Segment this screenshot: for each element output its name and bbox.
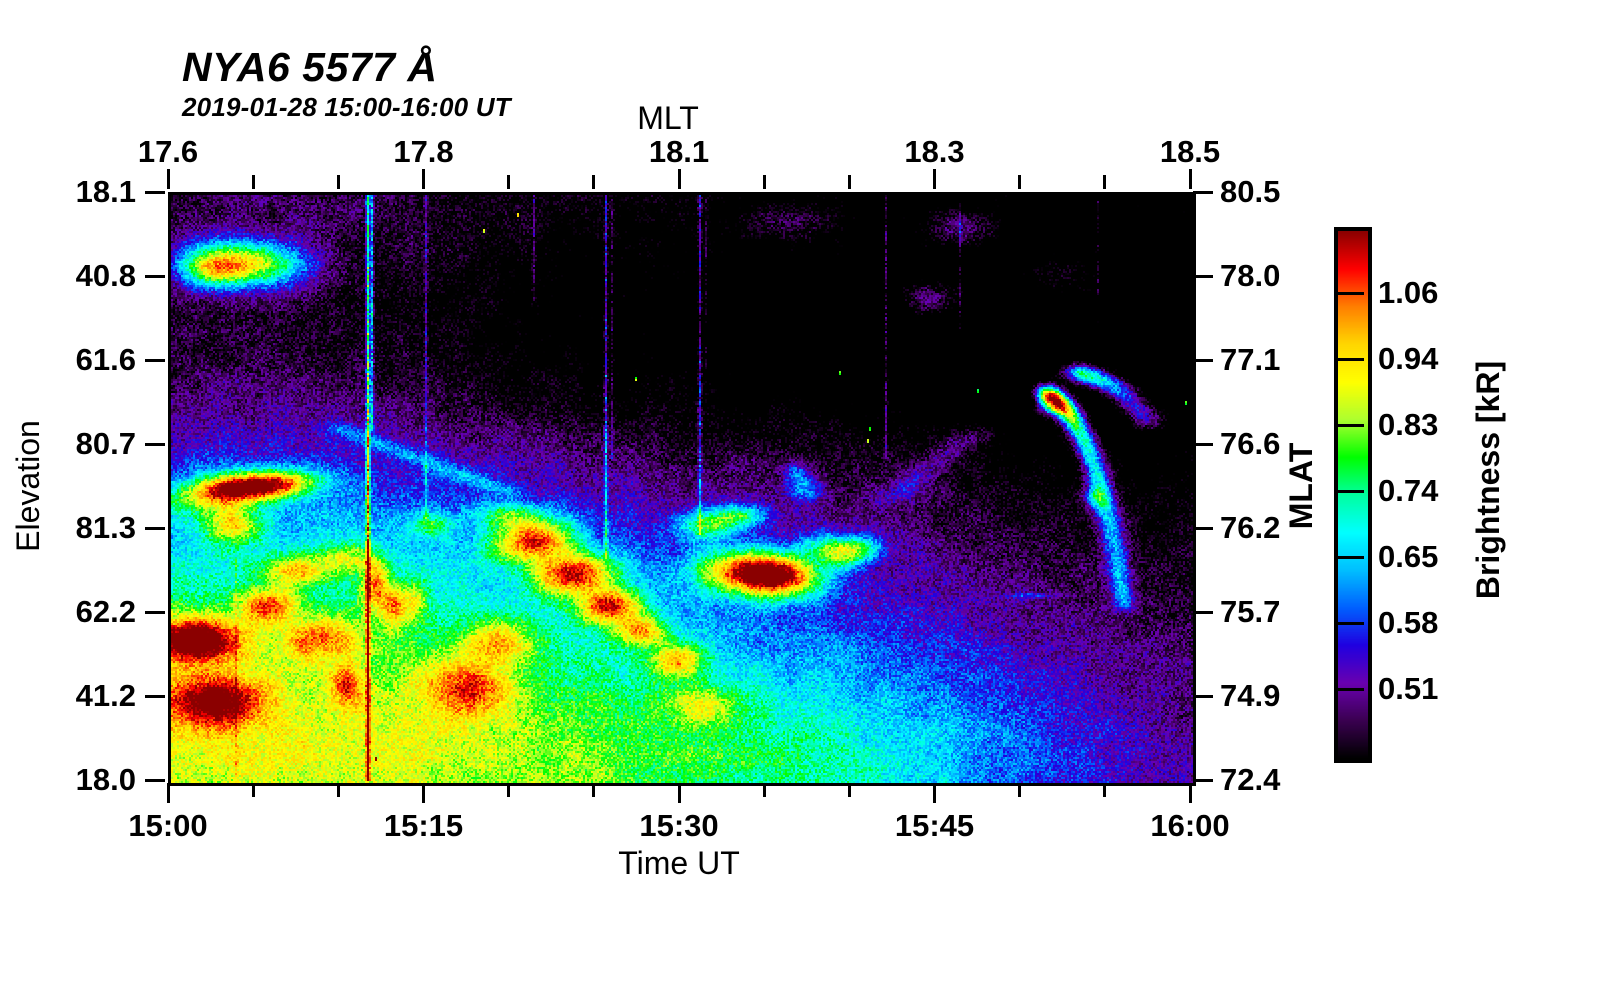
x-top-tick-minor [1018,175,1022,189]
x-top-tick-major [166,169,170,189]
y-tick-major [145,610,165,614]
colorbar-tick-label: 0.51 [1378,671,1439,706]
y-tick-major [145,358,165,362]
y2-tick-label: 72.4 [1220,762,1281,797]
y2-tick-major [1193,358,1213,362]
y2-tick-major [1193,694,1213,698]
y-tick-label: 81.3 [75,510,136,545]
x-tick-major [677,783,681,803]
colorbar-divider [1334,291,1364,295]
colorbar-tick-label: 0.65 [1378,539,1439,574]
y2-tick-label: 75.7 [1220,594,1281,629]
x-top-tick-minor [507,175,511,189]
y-tick-major [145,190,165,194]
y2-tick-major [1193,190,1213,194]
x-tick-label: 15:15 [383,808,464,843]
y-tick-major [145,274,165,278]
y2-tick-major [1193,526,1213,530]
x-top-tick-label: 17.6 [137,134,199,169]
y2-tick-label: 76.2 [1220,510,1281,545]
y-tick-label: 18.1 [75,174,136,209]
y2-tick-label: 74.9 [1220,678,1281,713]
x-tick-minor [847,783,851,797]
y2-tick-major [1193,778,1213,782]
x-top-tick-label: 18.5 [1159,134,1221,169]
x-tick-major [1188,783,1192,803]
x-tick-minor [592,783,596,797]
y2-tick-label: 76.6 [1220,426,1281,461]
y-tick-major [145,694,165,698]
x-top-tick-label: 17.8 [393,134,454,169]
x-top-tick-label: 18.1 [648,134,710,169]
x-tick-label: 15:30 [639,808,719,843]
colorbar-tick-label: 0.58 [1378,605,1439,640]
x-top-tick-minor [1103,175,1107,189]
x-top-tick-minor [847,175,851,189]
x-top-tick-minor [762,175,766,189]
x-top-tick-minor [251,175,255,189]
colorbar-tick-label: 0.74 [1378,473,1439,508]
colorbar-tick-label: 1.06 [1378,275,1439,310]
y-axis-title: Elevation [10,420,46,552]
x-top-tick-major [677,169,681,189]
y-tick-major [145,442,165,446]
x-tick-label: 15:45 [894,808,975,843]
colorbar [1334,227,1372,763]
y-tick-major [145,526,165,530]
y2-tick-label: 80.5 [1220,174,1281,209]
top-axis-title: MLT [637,100,699,136]
x-tick-major [166,783,170,803]
x-tick-minor [336,783,340,797]
x-tick-label: 15:00 [128,808,208,843]
y-tick-label: 80.7 [75,426,136,461]
y2-tick-label: 77.1 [1220,342,1281,377]
x-tick-major [422,783,425,803]
x-top-tick-label: 18.3 [904,134,965,169]
y2-tick-label: 78.0 [1220,258,1281,293]
y2-tick-major [1193,610,1213,614]
y-tick-label: 61.6 [75,342,136,377]
y2-tick-major [1193,274,1213,278]
colorbar-divider [1334,357,1364,361]
y2-axis-title: MLAT [1283,442,1319,530]
x-tick-minor [1018,783,1022,797]
x-tick-minor [507,783,511,797]
colorbar-tick-label: 0.83 [1378,407,1439,442]
y2-tick-major [1193,442,1213,446]
colorbar-divider [1334,489,1364,493]
y-tick-label: 40.8 [75,258,136,293]
colorbar-title: Brightness [kR] [1470,360,1506,600]
x-top-tick-minor [592,175,596,189]
keogram-image [171,195,1193,783]
x-top-tick-major [422,169,425,189]
colorbar-divider [1334,423,1364,427]
page-subtitle: 2019-01-28 15:00-16:00 UT [182,92,511,122]
keogram-plot-area [168,192,1196,786]
page-title: NYA6 5577 Å [182,44,438,90]
x-top-tick-minor [336,175,340,189]
y-tick-major [145,778,165,782]
y-tick-label: 62.2 [75,594,136,629]
colorbar-tick-label: 0.94 [1378,341,1439,376]
x-tick-minor [1103,783,1107,797]
x-tick-label: 16:00 [1150,808,1230,843]
x-tick-minor [762,783,766,797]
x-axis-title: Time UT [618,845,740,881]
y-tick-label: 18.0 [75,762,136,797]
colorbar-divider [1334,687,1364,691]
y-tick-label: 41.2 [75,678,136,713]
x-tick-minor [251,783,255,797]
colorbar-divider [1334,555,1364,559]
x-top-tick-major [933,169,936,189]
colorbar-divider [1334,621,1364,625]
colorbar-gradient [1338,231,1368,759]
x-tick-major [933,783,936,803]
x-top-tick-major [1188,169,1192,189]
